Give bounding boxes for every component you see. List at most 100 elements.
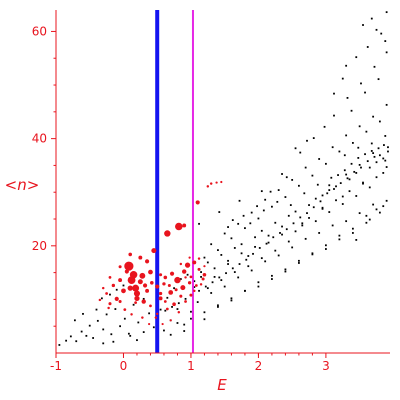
data-point [164,309,167,312]
highlight-point [179,262,183,266]
data-point [328,211,331,213]
data-point [362,24,364,26]
data-point [338,238,341,241]
highlight-point [159,273,163,277]
data-point [247,265,250,268]
data-point [355,239,358,241]
data-point [385,199,388,202]
highlight-point [192,260,197,265]
data-point [250,269,253,272]
data-point [345,134,348,137]
data-point [287,214,290,217]
data-point [110,333,113,336]
data-point [323,125,326,128]
data-point [115,288,118,291]
data-point [100,297,103,300]
data-point [267,234,270,237]
highlight-point [145,259,150,264]
highlight-point [172,302,176,307]
data-point [331,224,334,227]
highlight-point [180,285,186,291]
data-point [365,221,368,224]
highlight-point [189,293,193,297]
data-point [311,174,314,177]
data-point [220,254,223,256]
data-point [148,312,151,315]
data-point [292,222,295,225]
data-point [331,146,334,149]
data-point [343,169,346,172]
data-point [312,137,315,139]
data-point [382,172,385,174]
data-point [330,176,333,179]
data-point [227,226,229,228]
data-point [281,233,283,236]
data-point [304,237,307,240]
data-point [348,178,351,181]
data-point [203,318,206,321]
data-point [318,232,321,234]
data-point [378,154,381,157]
black-point-series [58,11,389,346]
highlight-point [151,248,157,254]
data-point [250,211,253,214]
highlight-point [155,312,159,316]
data-point [271,274,273,277]
data-point [271,205,273,208]
data-point [244,289,246,292]
data-point [249,222,252,225]
data-point [343,154,346,157]
data-point [217,249,219,251]
data-point [351,142,354,144]
data-point [184,297,187,300]
highlight-point [163,275,168,280]
data-point [96,319,99,322]
highlight-point [182,223,187,228]
data-point [314,197,317,200]
data-point [385,11,388,14]
data-point [348,190,351,193]
highlight-point [179,294,183,298]
data-point [260,190,263,193]
data-point [240,252,243,255]
data-point [294,210,297,213]
data-point [382,205,385,208]
data-point [345,173,348,176]
data-point [109,293,111,296]
data-point [358,212,361,215]
data-point [82,312,84,315]
data-point [387,150,389,153]
data-point [345,64,348,67]
data-point [260,229,263,232]
data-point [227,263,229,265]
data-point [272,236,275,239]
data-point [252,252,254,255]
data-point [88,324,91,327]
data-point [262,209,265,212]
data-point [373,65,376,68]
highlight-point [158,291,163,296]
data-point [129,334,132,337]
data-point [375,208,378,211]
data-point [324,162,327,165]
data-point [285,228,288,231]
data-point [114,308,117,310]
data-point [373,155,376,158]
data-point [345,220,348,223]
highlight-point [130,313,133,316]
data-point [213,267,216,270]
data-point [269,190,272,193]
highlight-point [101,286,105,290]
data-point [227,259,229,262]
data-point [308,204,310,206]
data-point [350,109,353,112]
data-point [58,344,61,346]
x-tick-label: 1 [187,359,195,373]
data-point [237,276,240,279]
data-point [200,275,202,278]
data-point [127,332,130,335]
data-point [169,333,172,336]
data-point [231,267,234,270]
data-point [80,330,83,333]
highlight-point [111,283,116,288]
